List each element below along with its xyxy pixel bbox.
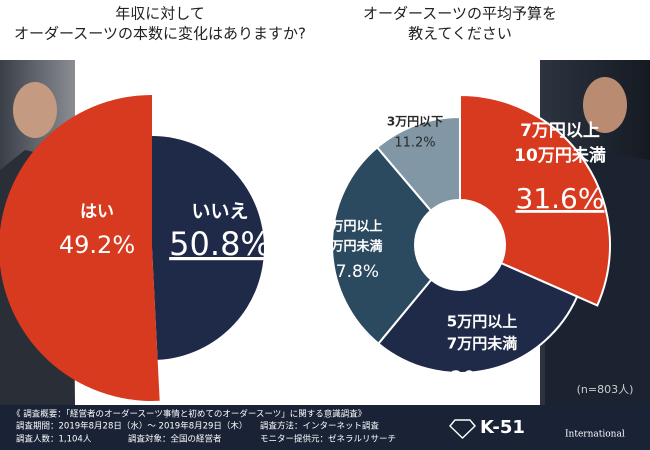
slice bbox=[331, 145, 433, 346]
slice-label: はい bbox=[80, 202, 114, 222]
chart-title: 教えてください bbox=[408, 25, 512, 43]
footer-heading: 《 調査概要：「経営者のオーダースーツ事情と初めてのオーダースーツ」に関する意識… bbox=[12, 409, 366, 420]
slice-label: 3万円以上 bbox=[321, 220, 382, 235]
slice bbox=[0, 95, 160, 401]
slice-value: 27.8% bbox=[325, 262, 379, 282]
logo-icon bbox=[449, 419, 476, 439]
slice-value: 50.8% bbox=[169, 225, 271, 263]
slice bbox=[377, 261, 579, 374]
logo-sub: International bbox=[565, 430, 625, 440]
slice-value: 11.2% bbox=[394, 136, 435, 151]
slice bbox=[459, 93, 611, 307]
slice-value: 31.6% bbox=[516, 182, 605, 215]
slice-label: いいえ bbox=[191, 201, 248, 223]
footer-item: モニター提供元：ゼネラルリサーチ bbox=[260, 434, 396, 445]
slice-label: 5万円以上 bbox=[447, 313, 517, 331]
slice bbox=[152, 136, 265, 360]
slice-label: 3万円以下 bbox=[387, 115, 443, 129]
logo-name: K-51 bbox=[480, 417, 525, 438]
footer-item: 調査期間：2019年8月28日（水）～ 2019年8月29日（木） bbox=[16, 421, 247, 432]
photo-face bbox=[13, 82, 57, 138]
slice-value: 29.4% bbox=[450, 367, 514, 391]
chart-title: 年収に対して bbox=[115, 5, 205, 23]
footer-item: 調査方法：インターネット調査 bbox=[260, 421, 380, 432]
slice-label: 10万円未満 bbox=[514, 145, 606, 166]
photo-face bbox=[583, 77, 627, 133]
chart-title: オーダースーツの平均予算を bbox=[363, 5, 557, 23]
slice-value: 49.2% bbox=[59, 231, 135, 259]
slice bbox=[375, 115, 461, 213]
footer-item: 調査人数：1,104人 bbox=[16, 434, 92, 445]
sample-note: (n=803人) bbox=[577, 383, 634, 396]
slice-label: 7万円未満 bbox=[447, 335, 517, 353]
slice-label: 7万円以上 bbox=[520, 121, 600, 141]
chart-title: オーダースーツの本数に変化はありますか? bbox=[14, 25, 306, 43]
slice-label: 5万円未満 bbox=[321, 239, 382, 255]
footer-item: 調査対象：全国の経営者 bbox=[128, 434, 222, 445]
footer-band bbox=[0, 405, 650, 450]
